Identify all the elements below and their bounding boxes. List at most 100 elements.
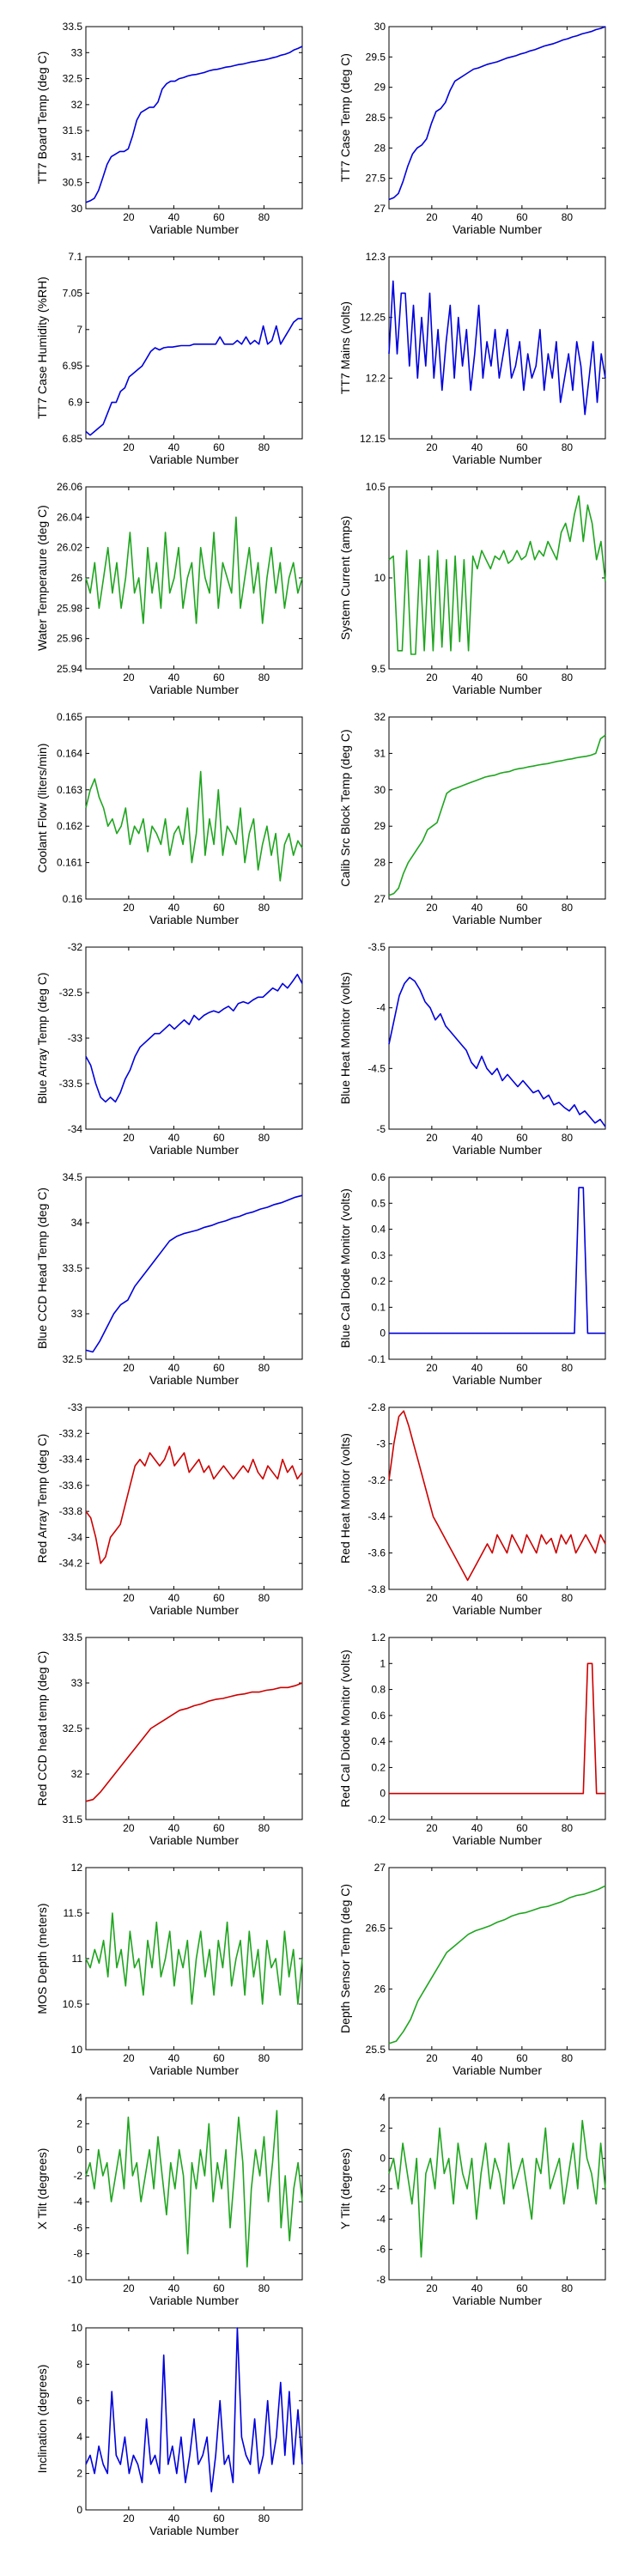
y-tick-label: 30.5	[63, 177, 83, 189]
chart-8: 20 40 60 80 27 28 29 30 31 32 Variable Number Calib…	[338, 711, 606, 927]
chart-20: 20 40 60 80 -8 -6 -4 -2 0 2 4 Variable Number Y Tilt…	[338, 2092, 606, 2307]
y-tick-label: 0	[380, 1788, 386, 1800]
chart-19: 20 40 60 80 -10 -8 -6 -4 -2 0 2 4 Variable Number X T…	[35, 2092, 303, 2307]
x-tick-label: 40	[168, 1822, 180, 1834]
y-axis-label: Red Heat Monitor (volts)	[338, 1433, 352, 1564]
y-axis-label: Water Temperature (deg C)	[35, 505, 49, 651]
x-tick-label: 80	[258, 1362, 270, 1374]
chart-10: 20 40 60 80 -5 -4.5 -4 -3.5 Variable Number Blue …	[338, 941, 606, 1157]
y-tick-label: 32	[71, 99, 83, 111]
y-axis-label: System Current (amps)	[338, 516, 352, 641]
series-line	[388, 976, 606, 1127]
x-tick-label: 60	[516, 1592, 528, 1604]
x-tick-label: 40	[168, 441, 180, 453]
x-tick-label: 40	[168, 2282, 180, 2294]
x-tick-label: 20	[426, 671, 438, 683]
series-line	[388, 2119, 606, 2258]
y-tick-label: 32.5	[63, 73, 83, 85]
x-tick-label: 60	[213, 1822, 225, 1834]
series-line	[388, 734, 606, 896]
y-tick-label: 11	[72, 1953, 83, 1965]
chart-18: 20 40 60 80 25.5 26 26.5 27 Variable Number Depth…	[338, 1862, 606, 2077]
y-tick-label: 12.25	[360, 312, 386, 324]
y-tick-label: -0.1	[368, 1353, 386, 1365]
y-tick-label: 0.4	[371, 1735, 386, 1747]
x-tick-label: 20	[123, 2512, 135, 2524]
y-tick-label: 29	[374, 820, 386, 832]
y-tick-label: 32	[71, 1768, 83, 1780]
x-tick-label: 80	[258, 2512, 270, 2524]
y-tick-label: -3.4	[368, 1510, 386, 1522]
y-axis-label: Red CCD head temp (deg C)	[35, 1651, 49, 1807]
y-tick-label: -10	[68, 2274, 83, 2286]
y-tick-label: 26.02	[57, 542, 82, 554]
x-tick-label: 80	[562, 211, 574, 223]
x-tick-label: 60	[516, 2282, 528, 2294]
x-axis-label: Variable Number	[149, 913, 239, 927]
x-axis-label: Variable Number	[453, 1833, 542, 1847]
y-tick-label: -32.5	[59, 987, 83, 999]
y-tick-label: 9.5	[371, 663, 386, 675]
series-line	[85, 1194, 303, 1353]
x-axis-label: Variable Number	[453, 2063, 542, 2077]
chart-15: 20 40 60 80 31.5 32 32.5 33 33.5 Variable Number R…	[35, 1631, 303, 1847]
y-tick-label: 7.05	[63, 287, 83, 299]
x-axis-label: Variable Number	[453, 1373, 542, 1387]
x-tick-label: 80	[258, 2282, 270, 2294]
plot-frame	[388, 1176, 606, 1360]
y-tick-label: 6	[76, 2395, 82, 2407]
y-tick-label: -33.4	[59, 1454, 83, 1466]
plot-frame	[85, 1176, 303, 1360]
y-axis-label: Y Tilt (degrees)	[338, 2148, 352, 2230]
x-tick-label: 60	[516, 1822, 528, 1834]
plot-frame	[388, 946, 606, 1130]
x-tick-label: 60	[516, 2052, 528, 2064]
y-axis-label: Red Cal Diode Monitor (volts)	[338, 1649, 352, 1807]
y-tick-label: 0.2	[371, 1275, 386, 1287]
x-tick-label: 80	[258, 1822, 270, 1834]
plot-frame	[85, 2097, 303, 2281]
y-tick-label: -32	[68, 941, 83, 953]
x-tick-label: 20	[123, 2282, 135, 2294]
x-tick-label: 40	[168, 1362, 180, 1374]
y-tick-label: 25.94	[57, 663, 82, 675]
plot-frame	[388, 1406, 606, 1590]
y-tick-label: -4	[73, 2196, 82, 2208]
y-axis-label: TT7 Case Temp (deg C)	[338, 53, 352, 182]
x-tick-label: 80	[258, 211, 270, 223]
x-tick-label: 40	[471, 671, 483, 683]
y-tick-label: 7.1	[68, 251, 82, 263]
y-axis-label: Coolant Flow (liters/min)	[35, 744, 49, 873]
y-tick-label: -3.5	[368, 941, 386, 953]
x-tick-label: 40	[471, 211, 483, 223]
x-tick-label: 40	[168, 2512, 180, 2524]
y-tick-label: 0	[76, 2504, 82, 2516]
y-tick-label: -34.2	[59, 1558, 83, 1570]
plot-frame	[85, 256, 303, 440]
y-tick-label: 0.161	[57, 857, 82, 869]
x-tick-label: 20	[426, 441, 438, 453]
y-tick-label: 26.5	[366, 1923, 386, 1935]
y-tick-label: 12.2	[366, 372, 386, 384]
y-tick-label: 32.5	[63, 1353, 83, 1365]
x-tick-label: 60	[213, 671, 225, 683]
x-tick-label: 60	[213, 1362, 225, 1374]
x-axis-label: Variable Number	[149, 1603, 239, 1617]
y-tick-label: -8	[376, 2274, 386, 2286]
plot-frame	[85, 716, 303, 900]
plot-frame	[388, 26, 606, 210]
x-tick-label: 60	[516, 902, 528, 914]
x-tick-label: 40	[471, 902, 483, 914]
y-axis-label: Calib Src Block Temp (deg C)	[338, 729, 352, 886]
y-tick-label: 33	[71, 1308, 83, 1320]
series-line	[85, 2110, 303, 2268]
chart-2: 20 40 60 80 27 27.5 28 28.5 29 29.5 30 Variable Num…	[338, 21, 606, 236]
chart-12: 20 40 60 80 -0.1 0 0.1 0.2 0.3 0.4 0.5 0.6 Variable …	[338, 1171, 606, 1387]
series-line	[388, 1410, 606, 1582]
y-tick-label: 28.5	[366, 112, 386, 124]
x-tick-label: 60	[516, 1362, 528, 1374]
y-tick-label: 0.163	[57, 784, 82, 796]
y-tick-label: 28	[374, 142, 386, 154]
y-tick-label: 10	[374, 572, 386, 584]
y-tick-label: 11.5	[64, 1907, 83, 1919]
